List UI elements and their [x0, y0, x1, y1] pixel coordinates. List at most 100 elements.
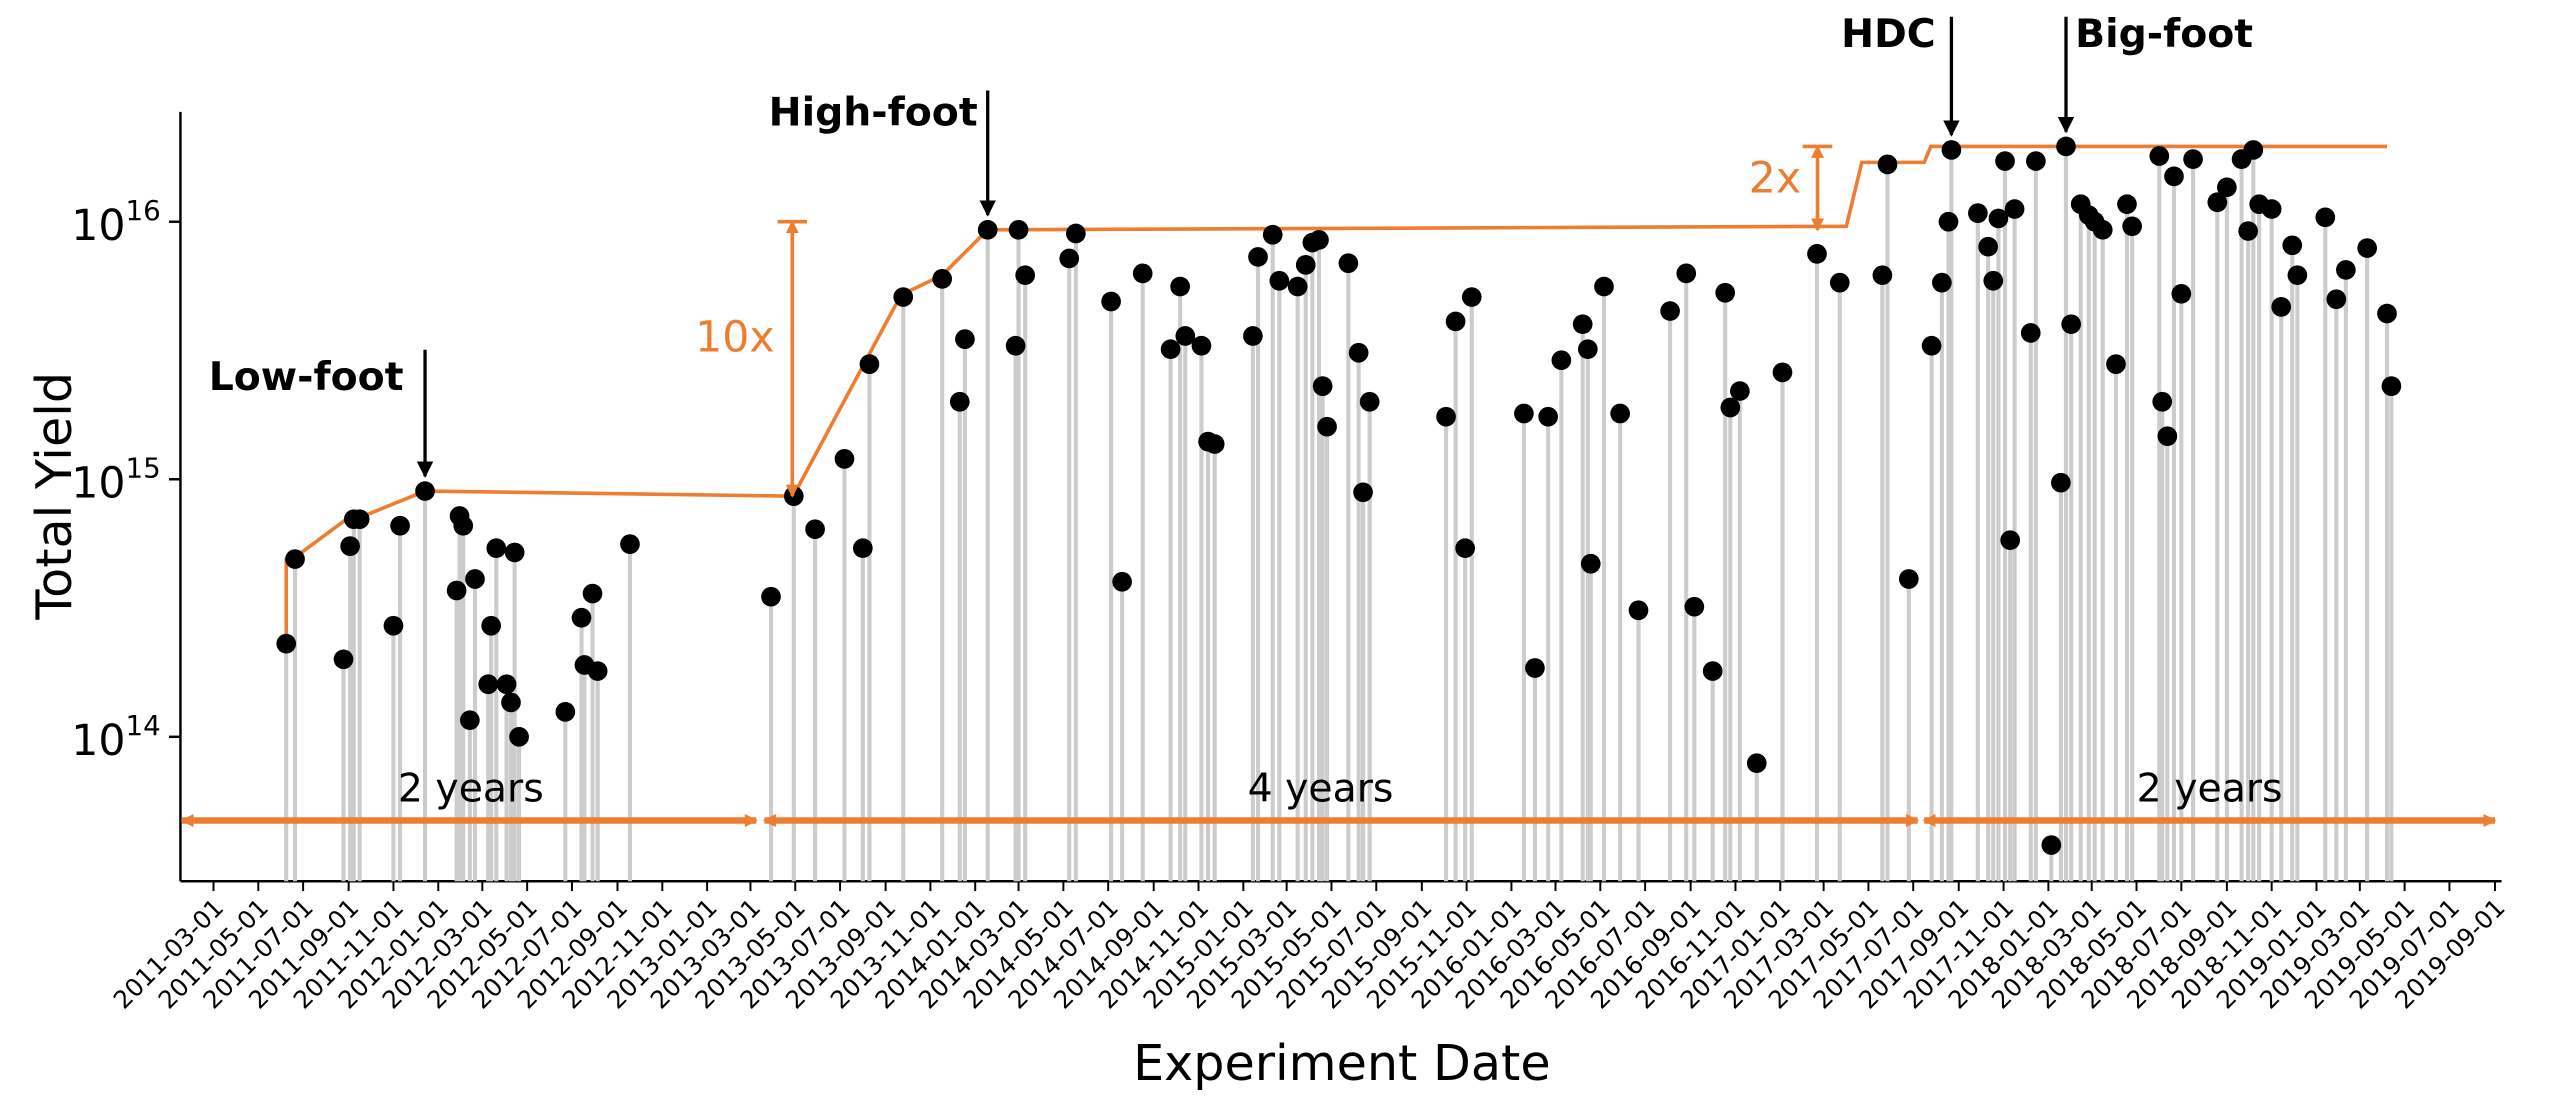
point: [1746, 753, 1767, 774]
point: [1807, 244, 1827, 264]
point: [1066, 223, 1086, 244]
point: [1243, 326, 1263, 346]
point: [1720, 397, 1741, 418]
point: [2271, 297, 2292, 317]
annotation: Big-foot: [2075, 11, 2253, 57]
point: [1445, 311, 1466, 332]
point: [1525, 658, 1545, 678]
point: [1269, 270, 1290, 291]
point: [501, 692, 521, 713]
point: [1594, 276, 1614, 297]
point: [2171, 283, 2192, 304]
point: [2056, 136, 2076, 157]
y-axis-label: Total Yield: [25, 372, 83, 621]
point: [2183, 149, 2203, 169]
point: [453, 515, 474, 536]
point: [761, 586, 781, 607]
point: [1248, 247, 1268, 267]
point: [1941, 140, 1962, 160]
point: [333, 649, 354, 670]
point: [2282, 235, 2303, 256]
point: [1968, 203, 1988, 223]
point: [2377, 303, 2397, 324]
point: [1676, 263, 1697, 284]
point: [1730, 381, 1750, 401]
point: [1938, 211, 1959, 232]
point: [2106, 354, 2126, 374]
point: [478, 674, 499, 695]
point: [1295, 255, 1316, 275]
point: [2207, 192, 2228, 213]
point: [932, 269, 953, 289]
fold-label: 10x: [695, 312, 774, 362]
point: [571, 607, 592, 628]
y-tick-label: 1014: [71, 709, 161, 766]
point: [1338, 253, 1359, 274]
point: [1262, 224, 1283, 245]
point: [1921, 335, 1942, 356]
point: [1572, 314, 1593, 335]
point: [1175, 326, 1196, 346]
point: [1577, 339, 1598, 360]
point: [1436, 406, 1456, 427]
point: [1995, 151, 2015, 171]
point: [2157, 426, 2178, 447]
point: [949, 391, 970, 412]
point: [2061, 314, 2081, 335]
point: [2041, 835, 2062, 855]
y-tick-label: 1015: [71, 451, 161, 508]
point: [1538, 406, 1558, 427]
point: [1983, 270, 2004, 291]
point: [1551, 350, 1572, 371]
point: [2051, 472, 2071, 493]
point: [1932, 272, 1952, 293]
point: [1772, 362, 1793, 383]
point: [555, 702, 576, 722]
point: [446, 580, 467, 601]
point: [2122, 216, 2142, 237]
point: [1132, 263, 1153, 284]
point: [2152, 391, 2173, 412]
y-tick-label: 1016: [71, 194, 161, 251]
annotation: Low-foot: [209, 354, 404, 400]
point: [1112, 571, 1132, 592]
point: [486, 538, 507, 559]
point: [2004, 199, 2025, 219]
point: [2336, 260, 2356, 280]
point: [2243, 140, 2264, 160]
point: [504, 542, 525, 563]
point: [2261, 199, 2282, 219]
point: [582, 583, 603, 604]
point: [2381, 376, 2402, 396]
point: [2020, 323, 2041, 343]
point: [2326, 289, 2347, 310]
point: [415, 481, 435, 501]
point: [2117, 194, 2137, 215]
point: [1287, 276, 1308, 297]
point: [285, 549, 305, 569]
point: [1702, 661, 1723, 681]
point: [390, 515, 410, 536]
point: [496, 674, 517, 695]
point: [1359, 391, 1380, 412]
point: [340, 536, 360, 556]
point: [2315, 207, 2336, 228]
point: [1610, 403, 1630, 424]
point: [1898, 569, 1919, 589]
point: [1988, 208, 2009, 229]
point: [2026, 151, 2046, 171]
point: [460, 710, 480, 731]
point: [1684, 596, 1705, 617]
point: [1008, 219, 1029, 240]
annotation: HDC: [1841, 11, 1935, 57]
point: [481, 615, 501, 636]
point: [1312, 376, 1333, 396]
point: [349, 509, 370, 530]
point: [1514, 403, 1534, 424]
point: [2149, 146, 2170, 166]
point: [276, 633, 297, 654]
point: [893, 287, 914, 307]
point: [1317, 416, 1337, 437]
point: [1059, 248, 1080, 269]
point: [852, 538, 873, 559]
